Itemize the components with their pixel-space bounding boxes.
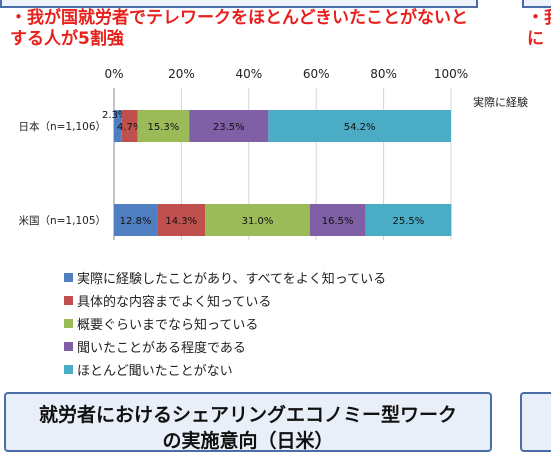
right-next-section-edge bbox=[520, 392, 551, 452]
legend-label: 聞いたことがある程度である bbox=[77, 341, 246, 356]
category-label: 日本（n=1,106） bbox=[18, 120, 106, 133]
legend-item: 具体的な内容までよく知っている bbox=[64, 289, 386, 312]
data-label: 16.5% bbox=[322, 216, 354, 227]
bar-segment bbox=[205, 204, 310, 236]
legend-label: 具体的な内容までよく知っている bbox=[77, 295, 272, 310]
category-label: 米国（n=1,105） bbox=[18, 214, 106, 227]
x-tick-label: 100% bbox=[434, 67, 468, 81]
bar-segment bbox=[157, 204, 206, 236]
x-tick-label: 0% bbox=[104, 67, 123, 81]
next-section-header: 就労者におけるシェアリングエコノミー型ワーク の実施意向（日米） bbox=[4, 392, 492, 452]
data-label: 25.5% bbox=[392, 216, 424, 227]
right-note: 実際に経験 bbox=[473, 96, 528, 109]
data-label: 31.0% bbox=[242, 216, 274, 227]
legend-label: 概要ぐらいまでなら知っている bbox=[77, 318, 259, 333]
legend-swatch bbox=[64, 296, 73, 305]
data-label: 4.7% bbox=[117, 122, 142, 133]
legend-label: ほとんど聞いたことがない bbox=[77, 364, 233, 379]
legend-swatch bbox=[64, 273, 73, 282]
data-label: 15.3% bbox=[147, 122, 179, 133]
bar-segment bbox=[189, 110, 269, 142]
legend-item: 聞いたことがある程度である bbox=[64, 335, 386, 358]
headline: ・我が国就労者でテレワークをほとんどきいたことがないとする人が5割強 bbox=[10, 8, 468, 49]
legend-swatch bbox=[64, 319, 73, 328]
data-label: 54.2% bbox=[344, 122, 376, 133]
data-label: 23.5% bbox=[213, 122, 245, 133]
next-section-title: 就労者におけるシェアリングエコノミー型ワーク の実施意向（日米） bbox=[38, 404, 457, 452]
bar-segment bbox=[121, 110, 138, 142]
bar-segment bbox=[137, 110, 190, 142]
x-tick-label: 60% bbox=[303, 67, 330, 81]
legend-item: 概要ぐらいまでなら知っている bbox=[64, 312, 386, 335]
x-tick-label: 20% bbox=[168, 67, 195, 81]
right-panel-edge bbox=[522, 0, 551, 8]
top-panel-edge bbox=[0, 0, 478, 8]
bar-segment bbox=[114, 110, 122, 142]
bar-segment bbox=[114, 204, 158, 236]
data-label: 12.8% bbox=[120, 216, 152, 227]
legend-item: 実際に経験したことがあり、すべてをよく知っている bbox=[64, 266, 386, 289]
bar-segment bbox=[309, 204, 366, 236]
legend-label: 実際に経験したことがあり、すべてをよく知っている bbox=[77, 272, 387, 287]
legend-swatch bbox=[64, 342, 73, 351]
legend-item: ほとんど聞いたことがない bbox=[64, 358, 386, 381]
bar-segment bbox=[365, 204, 452, 236]
data-label: 14.3% bbox=[165, 216, 197, 227]
legend: 実際に経験したことがあり、すべてをよく知っている 具体的な内容までよく知っている… bbox=[64, 266, 386, 381]
stacked-bar-chart: 0% 20% 40% 60% 80% 100% 日本（n=1,106）2.3%4.7% 15.… bbox=[18, 67, 468, 240]
legend-swatch bbox=[64, 365, 73, 374]
x-tick-label: 40% bbox=[235, 67, 262, 81]
bar-segment bbox=[268, 110, 451, 142]
x-tick-label: 80% bbox=[370, 67, 397, 81]
data-label: 2.3% bbox=[102, 110, 127, 121]
headline-right-fragment: ・我 に bbox=[527, 8, 551, 49]
